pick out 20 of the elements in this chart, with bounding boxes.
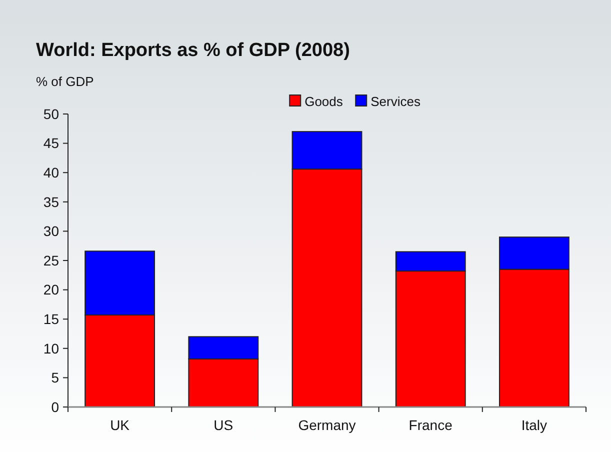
y-tick-label: 0	[51, 398, 60, 415]
y-tick-label: 5	[51, 370, 60, 386]
y-tick-label: 50	[43, 106, 60, 122]
y-axis-title: % of GDP	[36, 74, 94, 89]
y-tick-label: 10	[43, 340, 60, 356]
x-tick-label: UK	[110, 417, 130, 433]
y-tick-label: 40	[43, 164, 60, 180]
y-tick-label: 30	[43, 223, 60, 240]
x-tick-label: US	[214, 417, 234, 433]
x-tick-label: France	[408, 417, 453, 433]
y-tick-label: 15	[43, 311, 60, 327]
legend-label: Services	[370, 94, 421, 109]
y-tick-label: 35	[43, 194, 60, 210]
chart-title: World: Exports as % of GDP (2008)	[36, 40, 350, 61]
y-tick-label: 20	[43, 282, 60, 298]
legend-label: Goods	[304, 94, 344, 109]
y-tick-label: 25	[43, 252, 60, 268]
x-tick-label: Italy	[521, 417, 548, 433]
y-tick-label: 45	[43, 135, 60, 152]
x-tick-label: Germany	[298, 417, 356, 433]
